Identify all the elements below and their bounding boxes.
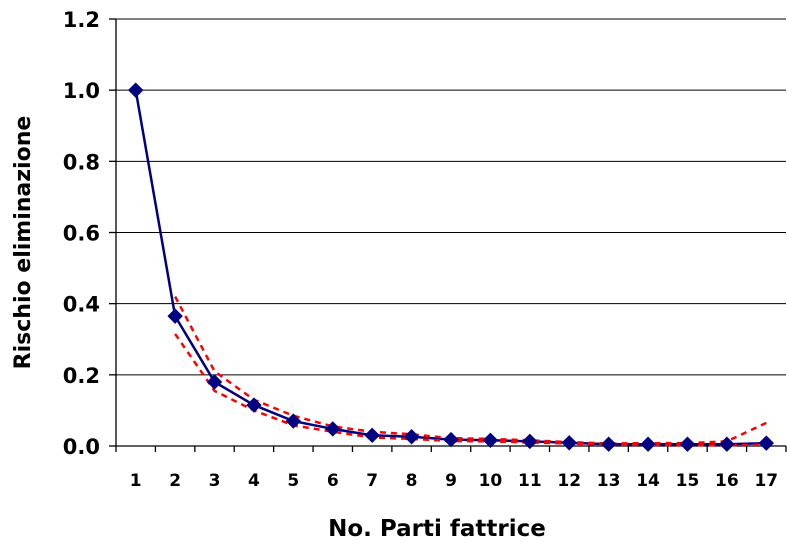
x-axis-label: No. Parti fattrice — [328, 516, 546, 542]
y-tick-label: 1.0 — [63, 79, 100, 103]
data-point-marker — [167, 308, 183, 324]
data-point-marker — [640, 436, 656, 452]
series-line-upper-bound — [174, 295, 767, 445]
y-tick-label: 0.2 — [63, 364, 100, 388]
y-tick-label: 1.2 — [63, 8, 100, 32]
x-tick-label: 9 — [445, 471, 457, 491]
x-tick-label: 5 — [287, 471, 299, 491]
x-tick-label: 4 — [248, 471, 260, 491]
y-axis-label: Rischio eliminazione — [11, 116, 36, 370]
x-tick-label: 14 — [636, 471, 660, 491]
gridlines — [116, 18, 786, 376]
data-point-marker — [679, 436, 696, 452]
data-point-marker — [443, 431, 459, 448]
data-point-marker — [325, 421, 341, 437]
data-point-marker — [719, 436, 735, 452]
y-tick-labels: 0.0 0.2 0.4 0.6 0.8 1.0 1.2 — [63, 8, 116, 459]
data-point-marker — [403, 429, 420, 445]
x-tick-label: 12 — [557, 471, 581, 491]
x-tick-label: 16 — [715, 471, 739, 491]
series-line-estimate — [134, 89, 767, 446]
x-tick-label: 2 — [169, 471, 181, 491]
x-tick-label: 11 — [518, 471, 542, 491]
data-point-marker — [561, 435, 577, 451]
x-tick-label: 1 — [130, 471, 142, 491]
x-tick-labels: 1 2 3 4 5 6 7 8 9 10 11 12 13 14 15 16 17 — [115, 446, 787, 491]
y-tick-label: 0.0 — [63, 435, 100, 459]
x-tick-label: 3 — [209, 471, 221, 491]
data-point-marker — [206, 374, 223, 390]
y-tick-label: 0.6 — [63, 222, 100, 246]
data-point-marker — [364, 427, 380, 444]
data-point-marker — [600, 436, 617, 452]
series-markers — [127, 82, 775, 452]
data-point-marker — [285, 413, 302, 429]
series-line-lower-bound — [174, 333, 767, 447]
x-tick-label: 6 — [327, 471, 339, 491]
data-point-marker — [758, 435, 775, 451]
data-point-marker — [246, 397, 262, 413]
x-tick-label: 15 — [676, 471, 700, 491]
series-lines — [134, 89, 767, 447]
x-tick-label: 7 — [366, 471, 378, 491]
data-point-marker — [482, 432, 499, 449]
x-tick-label: 13 — [597, 471, 621, 491]
x-tick-label: 17 — [754, 471, 778, 491]
y-tick-label: 0.4 — [63, 293, 100, 317]
data-point-marker — [522, 433, 538, 450]
y-tick-label: 0.8 — [63, 150, 100, 174]
x-tick-label: 8 — [406, 471, 418, 491]
data-point-marker — [127, 82, 144, 98]
x-tick-label: 10 — [479, 471, 503, 491]
